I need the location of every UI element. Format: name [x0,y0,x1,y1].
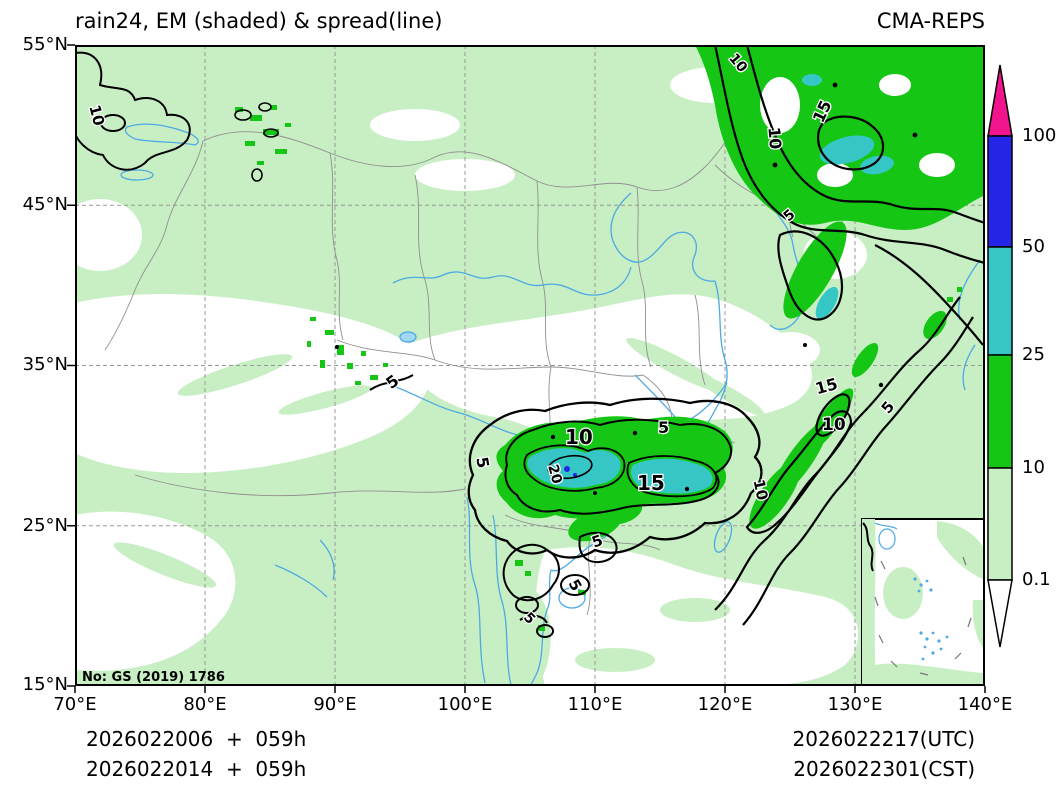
valid-time-cst: 2026022301(CST) [793,757,975,781]
ytick-45n: 45°N [22,194,68,215]
axis-ticks [67,44,986,693]
colorbar-label-100: 100 [1022,125,1057,146]
colorbar-seg-10-25 [987,354,1013,469]
ne-rain-system [695,45,985,320]
svg-text:10: 10 [764,126,785,150]
rain-speckles [235,105,962,631]
license-note: No: GS (2019) 1786 [82,670,225,685]
colorbar-over-arrow [987,64,1013,137]
colorbar-label-10: 10 [1022,457,1045,478]
plot-title: rain24, EM (shaded) & spread(line) [75,9,443,33]
diagonal-band-streaks [749,310,947,529]
ytick-35n: 35°N [22,354,68,375]
ytick-15n: 15°N [22,674,68,695]
xtick-140e: 140°E [957,694,1013,715]
xtick-130e: 130°E [827,694,883,715]
colorbar-seg-0p1-10 [987,467,1013,581]
scs-inset [861,518,985,686]
svg-text:10: 10 [750,478,772,502]
svg-text:15: 15 [637,471,665,495]
map-canvas: 10 5 10 5 20 15 5 5 5 5 15 10 5 10 15 10… [67,44,986,693]
xtick-100e: 100°E [437,694,493,715]
colorbar-seg-50-100 [987,135,1013,248]
init-time-cst: 2026022014 + 059h [86,757,307,781]
ytick-55n: 55°N [22,34,68,55]
xtick-90e: 90°E [313,694,357,715]
xtick-80e: 80°E [183,694,227,715]
valid-time-utc: 2026022217(UTC) [792,727,976,751]
central-rain-system [496,416,733,542]
svg-text:10: 10 [822,415,846,435]
map-frame [75,45,985,686]
svg-text:20: 20 [544,463,565,486]
colorbar-seg-25-50 [987,246,1013,356]
svg-text:5: 5 [472,455,493,469]
svg-text:10: 10 [565,425,593,449]
colorbar-label-25: 25 [1022,344,1045,365]
colorbar-label-50: 50 [1022,236,1045,257]
ytick-25n: 25°N [22,515,68,536]
init-time-utc: 2026022006 + 059h [86,727,307,751]
xtick-120e: 120°E [697,694,753,715]
colorbar-under-arrow [987,579,1013,648]
colorbar-label-0p1: 0.1 [1022,569,1051,590]
svg-text:15: 15 [813,374,839,398]
svg-text:5: 5 [658,418,669,437]
model-name: CMA-REPS [876,9,985,33]
light-rain-streaks [113,337,765,686]
spread-contours [75,45,985,638]
xtick-110e: 110°E [567,694,623,715]
xtick-70e: 70°E [53,694,97,715]
colorbar [987,64,1013,648]
